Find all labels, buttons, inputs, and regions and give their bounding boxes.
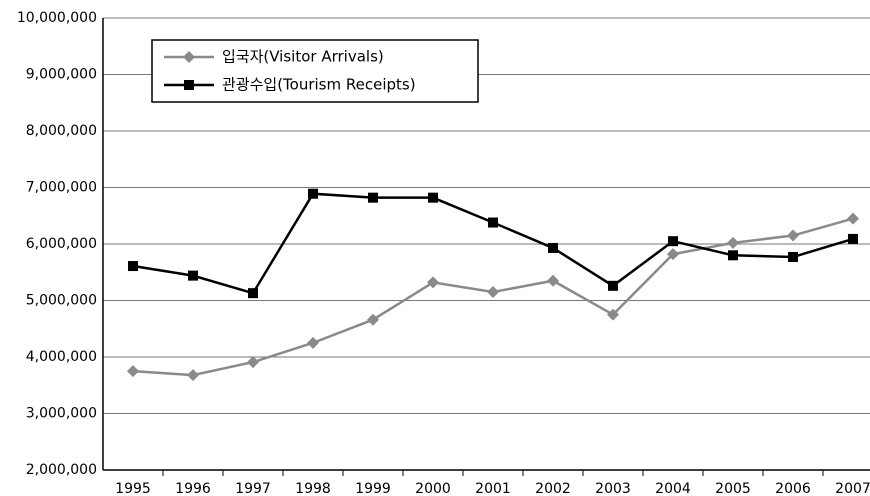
- legend-label: 관광수입(Tourism Receipts): [222, 76, 416, 94]
- x-tick-label: 1998: [295, 481, 331, 496]
- point: [608, 280, 618, 291]
- x-tick-label: 2001: [475, 481, 511, 496]
- y-tick-label: 5,000,000: [26, 293, 97, 309]
- y-tick-label: 9,000,000: [26, 67, 97, 83]
- point: [183, 51, 195, 63]
- point: [368, 192, 378, 203]
- x-tick-label: 2004: [655, 481, 691, 496]
- point: [428, 192, 438, 203]
- point: [247, 356, 259, 369]
- point: [488, 217, 498, 228]
- point: [848, 233, 858, 244]
- point: [667, 248, 679, 261]
- point: [188, 270, 198, 281]
- point: [184, 80, 194, 90]
- y-tick-label: 6,000,000: [26, 236, 97, 252]
- x-tick-label: 2002: [535, 481, 571, 496]
- point: [607, 308, 619, 321]
- point: [307, 336, 319, 349]
- y-tick-label: 10,000,000: [17, 10, 97, 26]
- x-tick-label: 2006: [775, 481, 811, 496]
- y-tick-label: 8,000,000: [26, 123, 97, 139]
- legend-label: 입국자(Visitor Arrivals): [222, 48, 384, 66]
- point: [788, 251, 798, 262]
- y-tick-label: 7,000,000: [26, 180, 97, 196]
- point: [787, 229, 799, 242]
- point: [668, 236, 678, 247]
- x-tick-label: 1999: [355, 481, 391, 496]
- point: [727, 236, 739, 249]
- point: [308, 188, 318, 199]
- point: [128, 261, 138, 272]
- point: [847, 212, 859, 225]
- x-tick-label: 1996: [175, 481, 211, 496]
- legend-box: [151, 39, 479, 103]
- point: [548, 242, 558, 253]
- point: [487, 286, 499, 299]
- x-tick-label: 2005: [715, 481, 751, 496]
- x-tick-label: 1995: [115, 481, 151, 496]
- x-tick-label: 2007: [835, 481, 870, 496]
- point: [547, 274, 559, 287]
- x-tick-label: 2000: [415, 481, 451, 496]
- y-tick-label: 3,000,000: [26, 406, 97, 422]
- point: [187, 369, 199, 382]
- point: [367, 313, 379, 326]
- series-line: [132, 192, 854, 295]
- y-tick-label: 2,000,000: [26, 462, 97, 478]
- point: [427, 276, 439, 289]
- point: [728, 250, 738, 261]
- x-tick-label: 2003: [595, 481, 631, 496]
- x-tick-label: 1997: [235, 481, 271, 496]
- point: [127, 365, 139, 378]
- y-tick-label: 4,000,000: [26, 349, 97, 365]
- point: [248, 288, 258, 299]
